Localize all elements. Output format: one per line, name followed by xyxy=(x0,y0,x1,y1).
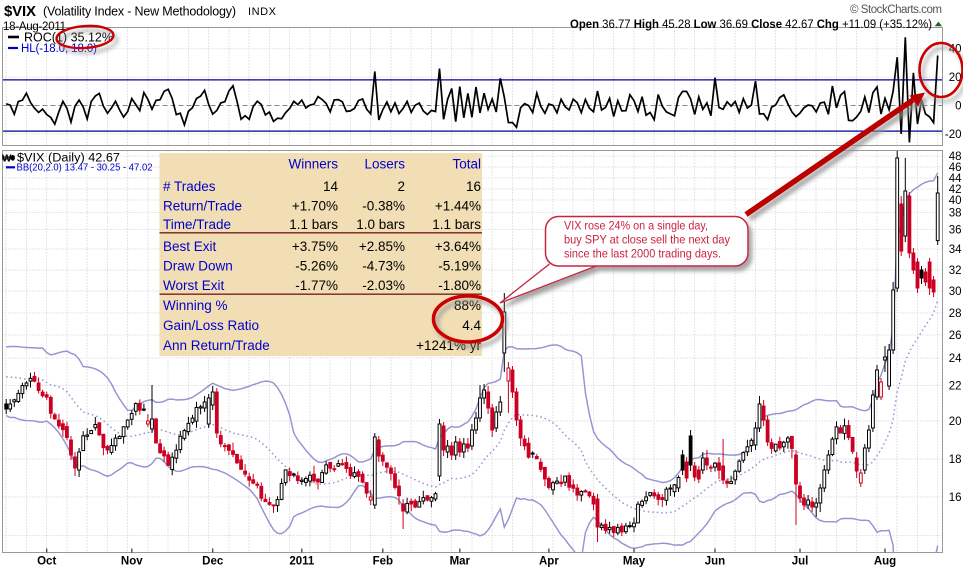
svg-text:Gain/Loss Ratio: Gain/Loss Ratio xyxy=(163,318,259,333)
svg-text:1.0 bars: 1.0 bars xyxy=(356,217,405,232)
svg-text:28: 28 xyxy=(949,308,962,320)
svg-text:-4.73%: -4.73% xyxy=(362,259,405,274)
svg-text:-5.19%: -5.19% xyxy=(438,259,481,274)
svg-text:36: 36 xyxy=(949,225,962,237)
svg-text:18: 18 xyxy=(949,454,962,466)
svg-text:-20: -20 xyxy=(945,129,962,141)
svg-text:buy SPY at close sell the next: buy SPY at close sell the next day xyxy=(564,233,731,247)
svg-text:Time/Trade: Time/Trade xyxy=(163,217,231,232)
svg-text:14: 14 xyxy=(323,179,339,194)
svg-text:Winners: Winners xyxy=(288,156,338,171)
svg-text:0: 0 xyxy=(955,101,961,113)
svg-text:ROC(1) 35.12%: ROC(1) 35.12% xyxy=(24,31,113,45)
svg-text:Ann Return/Trade: Ann Return/Trade xyxy=(163,338,270,353)
svg-text:Aug: Aug xyxy=(874,556,896,568)
svg-text:(Volatility Index - New Method: (Volatility Index - New Methodology) xyxy=(43,5,236,19)
svg-text:4.4: 4.4 xyxy=(462,318,481,333)
svg-text:Dec: Dec xyxy=(202,556,224,568)
svg-text:2: 2 xyxy=(397,179,405,194)
svg-text:2011: 2011 xyxy=(289,556,315,568)
svg-text:88%: 88% xyxy=(454,298,481,313)
svg-text:© StockCharts.com: © StockCharts.com xyxy=(850,4,942,16)
svg-text:Jun: Jun xyxy=(705,556,725,568)
svg-text:46: 46 xyxy=(949,162,962,174)
svg-text:Return/Trade: Return/Trade xyxy=(163,198,242,213)
svg-text:-5.26%: -5.26% xyxy=(295,259,338,274)
svg-text:42: 42 xyxy=(949,184,962,196)
svg-text:16: 16 xyxy=(466,179,481,194)
svg-text:$VIX (Daily) 42.67: $VIX (Daily) 42.67 xyxy=(17,153,120,165)
svg-text:INDX: INDX xyxy=(248,6,277,18)
svg-text:# Trades: # Trades xyxy=(163,179,216,194)
svg-text:-0.38%: -0.38% xyxy=(362,198,405,213)
svg-text:VIX rose 24% on a single day,: VIX rose 24% on a single day, xyxy=(564,219,708,233)
svg-text:44: 44 xyxy=(949,173,962,185)
svg-text:Mar: Mar xyxy=(450,556,471,568)
svg-text:-1.77%: -1.77% xyxy=(295,278,338,293)
svg-text:24: 24 xyxy=(949,353,962,365)
svg-text:1.1 bars: 1.1 bars xyxy=(432,217,481,232)
svg-text:+3.75%: +3.75% xyxy=(292,239,338,254)
svg-text:18-Aug-2011: 18-Aug-2011 xyxy=(3,21,66,33)
svg-text:Worst Exit: Worst Exit xyxy=(163,278,225,293)
svg-text:+3.64%: +3.64% xyxy=(435,239,481,254)
svg-text:HL(-18.0, 18.0): HL(-18.0, 18.0) xyxy=(21,43,97,55)
svg-text:-1.80%: -1.80% xyxy=(438,278,481,293)
svg-text:Oct: Oct xyxy=(37,556,56,568)
svg-text:₩: ₩ xyxy=(2,154,12,165)
svg-text:since the last 2000 trading da: since the last 2000 trading days. xyxy=(564,247,721,261)
svg-text:32: 32 xyxy=(949,265,962,277)
svg-text:1.1 bars: 1.1 bars xyxy=(289,217,338,232)
svg-text:-2.03%: -2.03% xyxy=(362,278,405,293)
svg-text:Open 36.77 High 45.28 Low 36.6: Open 36.77 High 45.28 Low 36.69 Close 42… xyxy=(570,17,932,31)
svg-text:22: 22 xyxy=(949,381,962,393)
svg-text:Nov: Nov xyxy=(121,556,143,568)
svg-text:20: 20 xyxy=(949,72,962,84)
svg-text:Best Exit: Best Exit xyxy=(163,239,217,254)
svg-text:BB(20,2.0) 13.47 - 30.25 - 47.: BB(20,2.0) 13.47 - 30.25 - 47.02 xyxy=(17,162,153,174)
svg-text:Winning %: Winning % xyxy=(163,298,228,313)
svg-text:+1.44%: +1.44% xyxy=(435,198,481,213)
svg-text:Losers: Losers xyxy=(364,156,405,171)
svg-text:48: 48 xyxy=(949,151,962,163)
svg-text:30: 30 xyxy=(949,286,962,298)
svg-text:Draw Down: Draw Down xyxy=(163,259,233,274)
svg-text:+1.70%: +1.70% xyxy=(292,198,338,213)
svg-text:38: 38 xyxy=(949,208,962,220)
svg-text:20: 20 xyxy=(949,416,962,428)
svg-text:Apr: Apr xyxy=(539,556,559,568)
svg-text:26: 26 xyxy=(949,330,962,342)
svg-text:May: May xyxy=(623,556,646,568)
svg-text:+2.85%: +2.85% xyxy=(359,239,405,254)
svg-text:Jul: Jul xyxy=(792,556,809,568)
svg-text:16: 16 xyxy=(949,492,962,504)
svg-text:$VIX: $VIX xyxy=(4,3,36,20)
svg-text:40: 40 xyxy=(949,195,962,207)
svg-text:Total: Total xyxy=(452,156,481,171)
svg-text:34: 34 xyxy=(949,244,962,256)
svg-text:Feb: Feb xyxy=(373,556,393,568)
